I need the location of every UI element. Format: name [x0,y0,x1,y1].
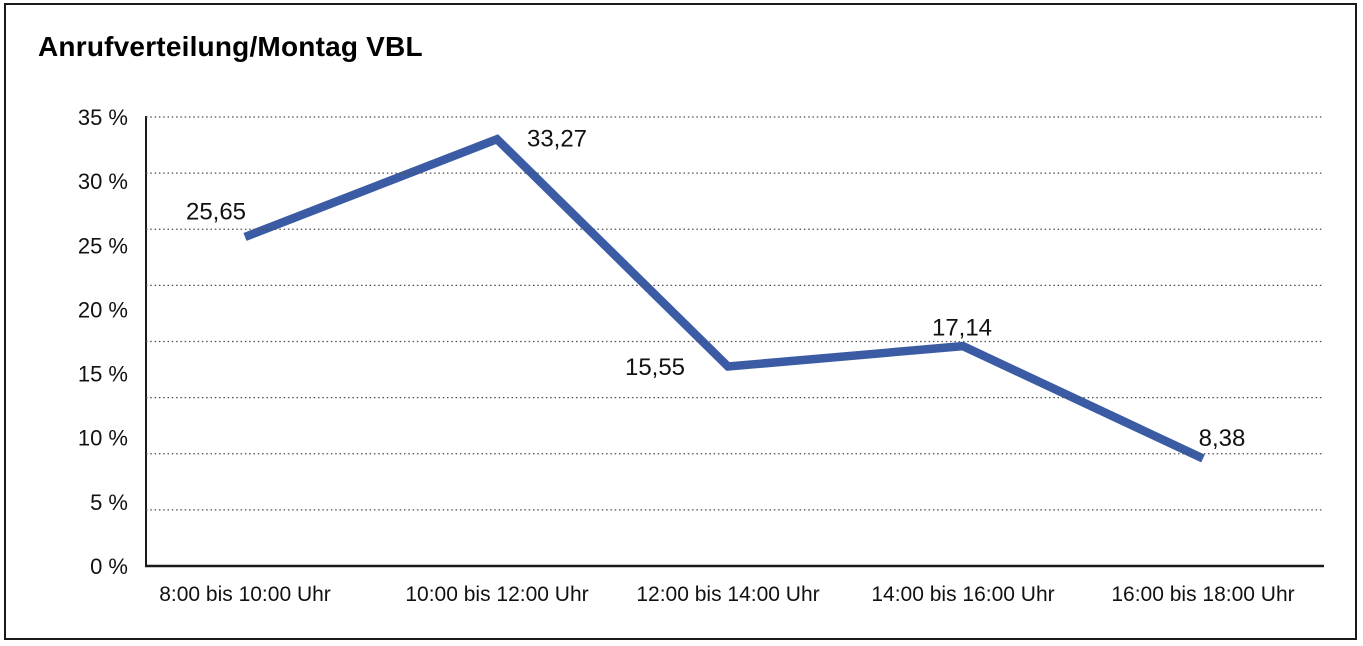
data-point-label: 17,14 [932,315,992,342]
gridlines [146,116,1324,511]
chart-title: Anrufverteilung/Montag VBL [38,31,423,62]
y-axis-tick-label: 25 % [78,233,128,258]
y-axis-tick-label: 5 % [90,490,128,515]
y-axis-tick-label: 35 % [78,105,128,130]
data-point-label: 33,27 [527,126,587,153]
y-axis-tick-label: 15 % [78,362,128,387]
data-series-line [243,134,1205,463]
y-axis-tick-label: 0 % [90,554,128,579]
y-axis-tick-label: 30 % [78,169,128,194]
x-axis-category-label: 16:00 bis 18:00 Uhr [1111,583,1294,606]
data-point-label: 15,55 [625,354,685,381]
x-axis-category-label: 14:00 bis 16:00 Uhr [871,583,1054,606]
y-axis-tick-label: 20 % [78,297,128,322]
data-point-label: 25,65 [186,198,246,225]
x-axis-category-label: 12:00 bis 14:00 Uhr [636,583,819,606]
data-point-label: 8,38 [1199,425,1246,452]
y-axis-tick-label: 10 % [78,426,128,451]
x-axis-category-label: 10:00 bis 12:00 Uhr [405,583,588,606]
x-axis-category-label: 8:00 bis 10:00 Uhr [159,583,331,606]
